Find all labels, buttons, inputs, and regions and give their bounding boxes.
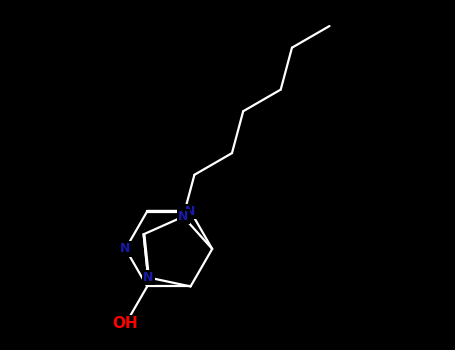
Text: OH: OH (113, 316, 138, 331)
Text: N: N (178, 210, 188, 223)
Text: N: N (120, 243, 131, 256)
Text: N: N (143, 271, 153, 284)
Text: N: N (185, 205, 196, 218)
